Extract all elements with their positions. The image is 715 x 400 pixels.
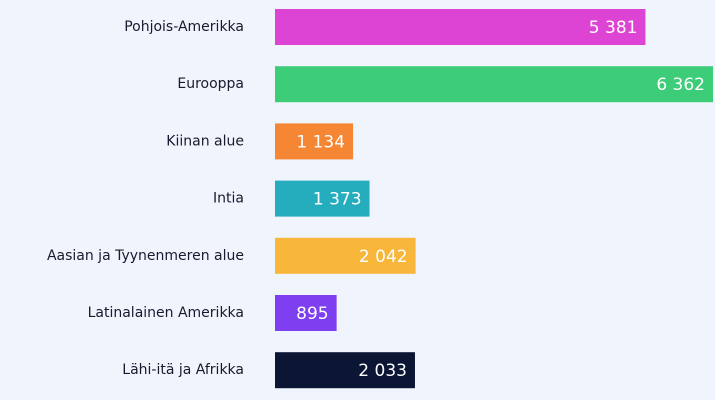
category-label: Aasian ja Tyynenmeren alue xyxy=(47,248,244,264)
category-label: Latinalainen Amerikka xyxy=(88,305,244,321)
bar xyxy=(275,352,415,389)
category-label: Pohjois-Amerikka xyxy=(124,19,244,35)
value-label: 2 042 xyxy=(359,247,408,267)
value-label: 1 373 xyxy=(313,190,362,210)
value-label: 2 033 xyxy=(358,361,407,381)
category-label: Kiinan alue xyxy=(166,133,244,149)
value-label: 5 381 xyxy=(589,18,638,38)
value-label: 6 362 xyxy=(656,75,705,95)
bar xyxy=(275,9,646,45)
bar xyxy=(275,180,370,217)
category-label: Lähi-itä ja Afrikka xyxy=(122,362,244,378)
category-label: Eurooppa xyxy=(177,76,244,92)
value-label: 895 xyxy=(296,304,328,324)
bar xyxy=(275,66,713,103)
category-label: Intia xyxy=(213,191,244,207)
value-label: 1 134 xyxy=(296,132,345,152)
bar xyxy=(275,123,354,160)
bar xyxy=(275,237,416,274)
bar xyxy=(275,295,337,331)
